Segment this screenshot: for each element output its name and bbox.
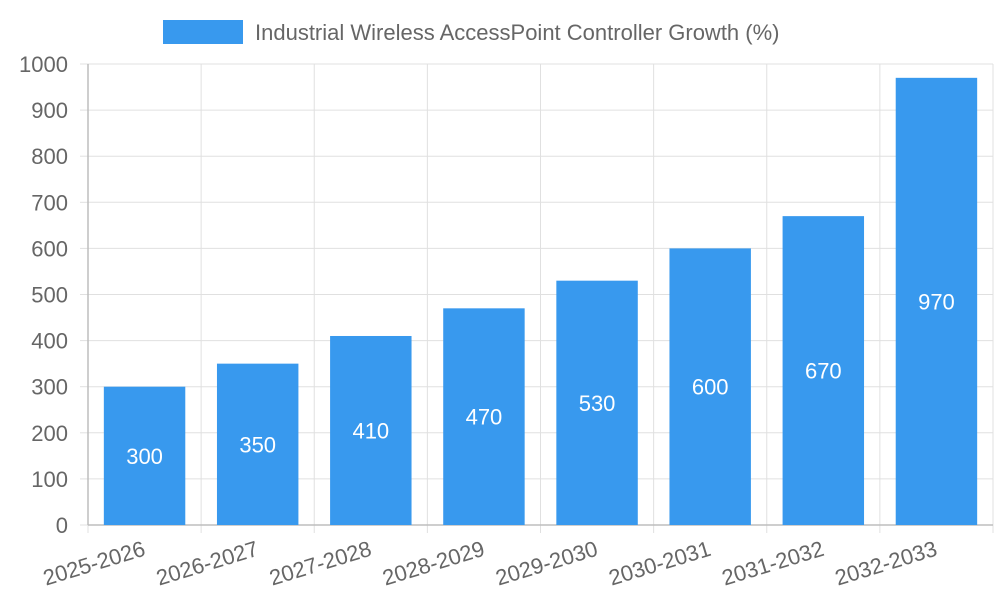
chart-legend: Industrial Wireless AccessPoint Controll… bbox=[163, 20, 780, 45]
bar-value-label: 470 bbox=[466, 405, 503, 430]
y-tick-label: 800 bbox=[31, 144, 68, 169]
bar-value-label: 350 bbox=[239, 432, 276, 457]
y-tick-label: 600 bbox=[31, 236, 68, 261]
bar-value-label: 970 bbox=[918, 289, 955, 314]
bar-value-label: 300 bbox=[126, 444, 163, 469]
legend-swatch bbox=[163, 20, 243, 44]
y-tick-label: 900 bbox=[31, 98, 68, 123]
y-axis: 0 100 200 300 400 500 600 700 800 900 1000 bbox=[19, 52, 89, 538]
y-tick-label: 1000 bbox=[19, 52, 68, 77]
bar bbox=[330, 335, 412, 525]
y-tick-label: 100 bbox=[31, 467, 68, 492]
x-tick-label: 2029-2030 bbox=[493, 536, 601, 591]
legend-label: Industrial Wireless AccessPoint Controll… bbox=[255, 20, 780, 45]
x-tick-label: 2025-2026 bbox=[40, 536, 148, 591]
y-tick-label: 200 bbox=[31, 421, 68, 446]
bar bbox=[216, 363, 299, 525]
bar-value-label: 670 bbox=[805, 359, 842, 384]
y-tick-label: 500 bbox=[31, 283, 68, 308]
bar-value-label: 410 bbox=[352, 418, 389, 443]
bar bbox=[556, 280, 638, 525]
bar bbox=[895, 77, 978, 525]
x-tick-label: 2027-2028 bbox=[266, 536, 374, 591]
x-axis: 2025-2026 2026-2027 2027-2028 2028-2029 2029… bbox=[40, 524, 993, 591]
x-tick-label: 2026-2027 bbox=[153, 536, 261, 591]
y-tick-label: 700 bbox=[31, 190, 68, 215]
x-tick-label: 2032-2033 bbox=[832, 536, 940, 591]
bar bbox=[782, 216, 865, 525]
bar bbox=[103, 386, 186, 525]
x-tick-label: 2028-2029 bbox=[379, 536, 487, 591]
x-tick-label: 2031-2032 bbox=[719, 536, 827, 591]
y-tick-label: 0 bbox=[56, 513, 68, 538]
y-tick-label: 400 bbox=[31, 329, 68, 354]
bar-value-label: 530 bbox=[579, 391, 616, 416]
bar-data-labels: 300 350 410 470 530 600 670 970 bbox=[126, 289, 955, 468]
bar-value-label: 600 bbox=[692, 375, 729, 400]
y-tick-label: 300 bbox=[31, 375, 68, 400]
bar bbox=[443, 308, 525, 525]
x-tick-label: 2030-2031 bbox=[606, 536, 714, 591]
bar bbox=[669, 248, 751, 525]
bar-series bbox=[103, 77, 978, 525]
